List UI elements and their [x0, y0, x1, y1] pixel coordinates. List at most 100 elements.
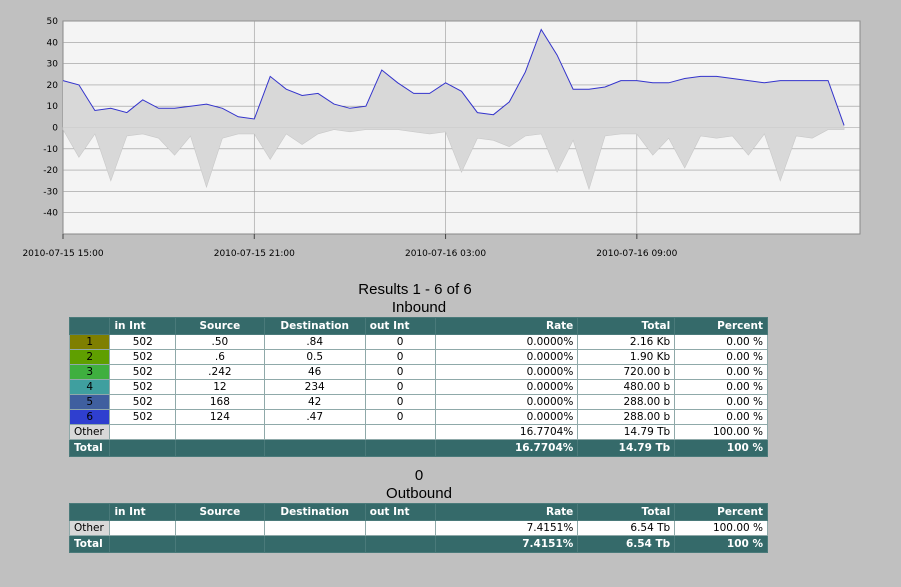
table-row[interactable]: 5 502 168 42 0 0.0000% 288.00 b 0.00 %: [68, 394, 768, 410]
total-in-int: [109, 439, 177, 457]
row-destination[interactable]: .47: [263, 409, 366, 425]
row-destination[interactable]: .84: [263, 334, 366, 350]
series-areas: [62, 28, 845, 191]
table-row[interactable]: 6 502 124 .47 0 0.0000% 288.00 b 0.00 %: [68, 409, 768, 425]
x-tick-label: 2010-07-16 03:00: [405, 249, 486, 259]
y-tick-label: 0: [52, 124, 58, 134]
other-percent: 100.00 %: [674, 520, 768, 536]
y-tick-label: -10: [43, 145, 58, 155]
other-out-int: [364, 520, 436, 536]
outbound-label: Outbound: [386, 485, 452, 502]
row-percent: 0.00 %: [674, 349, 768, 365]
col-percent[interactable]: Percent: [674, 503, 768, 521]
table-row[interactable]: 2 502 .6 0.5 0 0.0000% 1.90 Kb 0.00 %: [68, 349, 768, 365]
row-out-int: 0: [364, 394, 436, 410]
row-rate: 0.0000%: [434, 394, 579, 410]
row-source[interactable]: 12: [175, 379, 265, 395]
col-source[interactable]: Source: [175, 503, 265, 521]
col-out-int[interactable]: out Int: [364, 503, 436, 521]
other-rate: 7.4151%: [434, 520, 579, 536]
row-rate: 0.0000%: [434, 379, 579, 395]
row-total: 2.16 Kb: [577, 334, 676, 350]
total-out-int: [364, 535, 436, 553]
col-index: [68, 317, 111, 335]
other-in-int: [109, 520, 177, 536]
row-source[interactable]: 168: [175, 394, 265, 410]
table-row[interactable]: 1 502 .50 .84 0 0.0000% 2.16 Kb 0.00 %: [68, 334, 768, 350]
inbound-label: Inbound: [391, 299, 447, 316]
row-out-int: 0: [364, 334, 436, 350]
total-rate: 7.4151%: [434, 535, 579, 553]
col-destination[interactable]: Destination: [263, 317, 366, 335]
col-rate[interactable]: Rate: [434, 503, 579, 521]
row-percent: 0.00 %: [674, 334, 768, 350]
other-source: [175, 424, 265, 440]
outbound-header-row: in Int Source Destination out Int Rate T…: [68, 503, 768, 521]
y-axis: 50 40 30 20 10 0 -10 -20 -30 -40: [43, 17, 58, 219]
row-out-int: 0: [364, 409, 436, 425]
col-in-int[interactable]: in Int: [109, 317, 177, 335]
total-out-int: [364, 439, 436, 457]
row-rate: 0.0000%: [434, 334, 579, 350]
other-rate: 16.7704%: [434, 424, 579, 440]
traffic-chart: 50 40 30 20 10 0 -10 -20 -30 -40 2010-07-15 15:00…: [22, 17, 861, 259]
row-in-int: 502: [109, 409, 177, 425]
row-in-int: 502: [109, 349, 177, 365]
col-out-int[interactable]: out Int: [364, 317, 436, 335]
row-percent: 0.00 %: [674, 364, 768, 380]
other-destination: [263, 424, 366, 440]
row-index-badge: 1: [68, 334, 111, 350]
col-in-int[interactable]: in Int: [109, 503, 177, 521]
outbound-table: in Int Source Destination out Int Rate T…: [68, 503, 768, 553]
series-area-inbound: [63, 29, 845, 128]
total-percent: 100 %: [674, 535, 768, 553]
table-row[interactable]: 3 502 .242 46 0 0.0000% 720.00 b 0.00 %: [68, 364, 768, 380]
row-total: 1.90 Kb: [577, 349, 676, 365]
row-rate: 0.0000%: [434, 349, 579, 365]
row-source[interactable]: .242: [175, 364, 265, 380]
row-index-badge: 4: [68, 379, 111, 395]
row-percent: 0.00 %: [674, 394, 768, 410]
col-total[interactable]: Total: [577, 317, 676, 335]
y-tick-label: 20: [47, 81, 59, 91]
col-destination[interactable]: Destination: [263, 503, 366, 521]
x-tick-label: 2010-07-15 21:00: [214, 249, 295, 259]
other-destination: [263, 520, 366, 536]
row-total: 720.00 b: [577, 364, 676, 380]
row-source[interactable]: .6: [175, 349, 265, 365]
row-out-int: 0: [364, 364, 436, 380]
row-destination[interactable]: 234: [263, 379, 366, 395]
row-in-int: 502: [109, 334, 177, 350]
row-index-badge: 5: [68, 394, 111, 410]
row-rate: 0.0000%: [434, 409, 579, 425]
table-row[interactable]: 4 502 12 234 0 0.0000% 480.00 b 0.00 %: [68, 379, 768, 395]
y-tick-label: 10: [47, 102, 59, 112]
col-percent[interactable]: Percent: [674, 317, 768, 335]
total-label: Total: [68, 439, 111, 457]
y-tick-label: 40: [47, 38, 59, 48]
col-total[interactable]: Total: [577, 503, 676, 521]
row-total: 288.00 b: [577, 394, 676, 410]
other-total: 14.79 Tb: [577, 424, 676, 440]
row-rate: 0.0000%: [434, 364, 579, 380]
row-destination[interactable]: 0.5: [263, 349, 366, 365]
other-row: Other 16.7704% 14.79 Tb 100.00 %: [68, 424, 768, 440]
row-source[interactable]: 124: [175, 409, 265, 425]
total-row: Total 16.7704% 14.79 Tb 100 %: [68, 439, 768, 457]
col-rate[interactable]: Rate: [434, 317, 579, 335]
series-area-outbound: [62, 127, 845, 191]
row-index-badge: 3: [68, 364, 111, 380]
row-in-int: 502: [109, 364, 177, 380]
total-percent: 100 %: [674, 439, 768, 457]
row-destination[interactable]: 46: [263, 364, 366, 380]
outbound-count: 0: [414, 467, 424, 484]
y-tick-label: 30: [47, 60, 59, 70]
col-source[interactable]: Source: [175, 317, 265, 335]
row-index-badge: 6: [68, 409, 111, 425]
other-label: Other: [68, 520, 111, 536]
row-total: 288.00 b: [577, 409, 676, 425]
row-source[interactable]: .50: [175, 334, 265, 350]
row-destination[interactable]: 42: [263, 394, 366, 410]
row-percent: 0.00 %: [674, 379, 768, 395]
row-out-int: 0: [364, 379, 436, 395]
